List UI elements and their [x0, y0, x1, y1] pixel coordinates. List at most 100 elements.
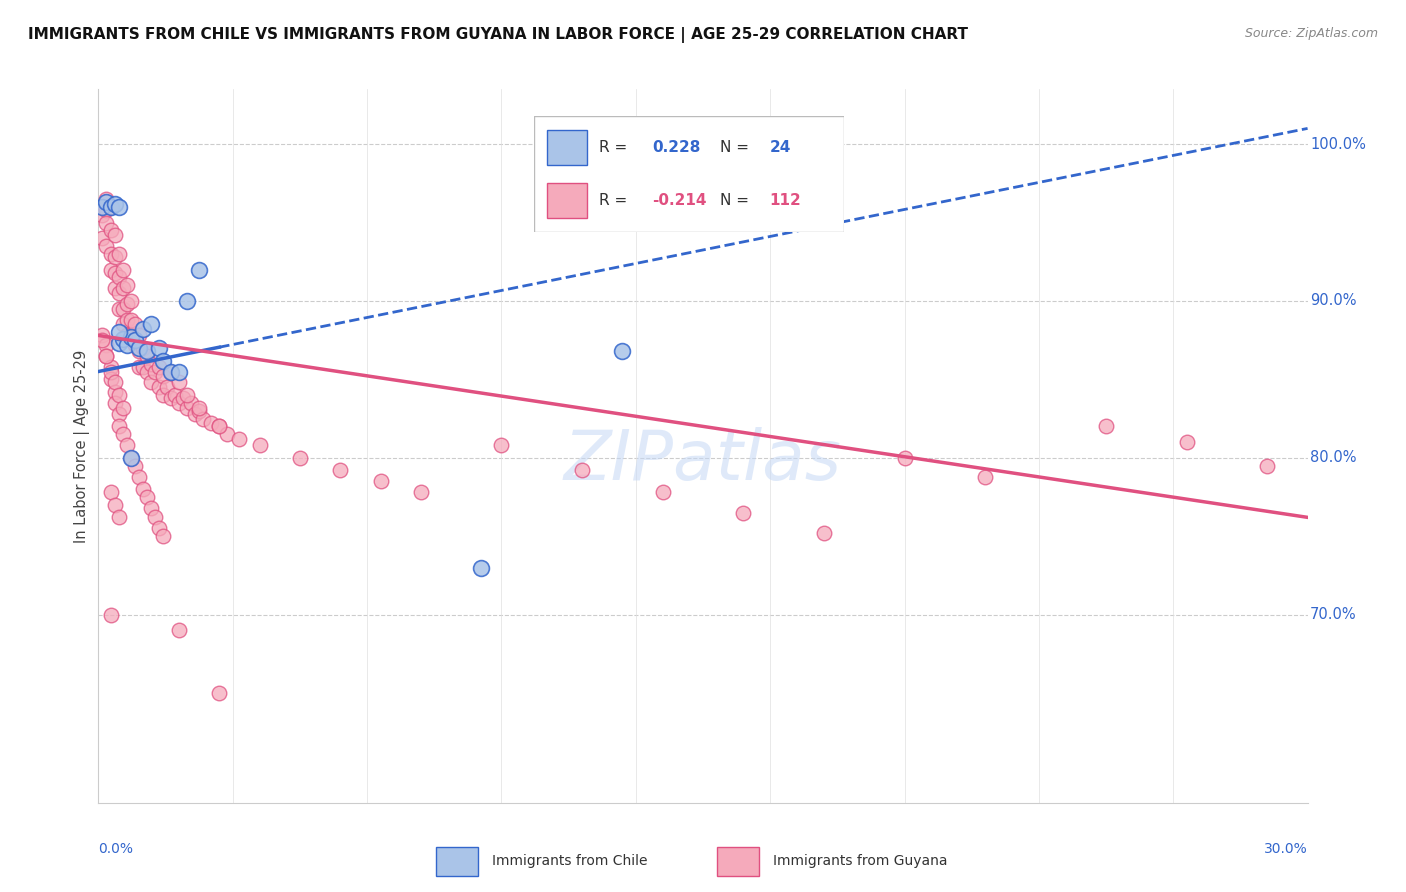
Point — [91, 333, 114, 347]
Point — [96, 338, 118, 352]
Point — [91, 200, 114, 214]
Point — [100, 372, 122, 386]
Point — [1175, 435, 1198, 450]
Point — [107, 419, 129, 434]
Point — [91, 208, 114, 222]
Point — [115, 312, 138, 326]
Point — [128, 328, 150, 343]
Point — [132, 482, 155, 496]
Point — [143, 364, 166, 378]
Point — [184, 407, 207, 421]
Point — [100, 364, 122, 378]
Point — [115, 278, 138, 293]
Text: R =: R = — [599, 140, 633, 155]
Point — [115, 338, 138, 352]
Text: N =: N = — [720, 193, 754, 208]
Point — [612, 344, 634, 359]
Point — [107, 336, 129, 351]
Point — [103, 250, 125, 264]
FancyBboxPatch shape — [547, 130, 586, 165]
Point — [491, 438, 513, 452]
Text: IMMIGRANTS FROM CHILE VS IMMIGRANTS FROM GUYANA IN LABOR FORCE | AGE 25-29 CORRE: IMMIGRANTS FROM CHILE VS IMMIGRANTS FROM… — [28, 27, 969, 43]
Point — [249, 438, 271, 452]
Point — [115, 297, 138, 311]
Point — [156, 380, 179, 394]
Point — [128, 341, 150, 355]
Point — [160, 364, 183, 378]
Text: 30.0%: 30.0% — [1264, 842, 1308, 856]
Point — [329, 463, 352, 477]
Point — [124, 458, 146, 473]
Point — [651, 485, 673, 500]
Point — [893, 450, 915, 465]
Point — [470, 560, 492, 574]
Y-axis label: In Labor Force | Age 25-29: In Labor Force | Age 25-29 — [75, 350, 90, 542]
Text: 0.0%: 0.0% — [98, 842, 134, 856]
Point — [111, 262, 134, 277]
Text: 112: 112 — [769, 193, 801, 208]
Text: 80.0%: 80.0% — [1310, 450, 1357, 466]
Point — [143, 510, 166, 524]
Point — [128, 359, 150, 374]
Point — [103, 376, 125, 390]
Point — [974, 469, 997, 483]
Point — [124, 318, 146, 332]
FancyBboxPatch shape — [717, 847, 759, 876]
Point — [107, 407, 129, 421]
Point — [128, 344, 150, 359]
Point — [107, 388, 129, 402]
Point — [176, 401, 198, 415]
Point — [103, 498, 125, 512]
Point — [135, 490, 157, 504]
Point — [103, 281, 125, 295]
Point — [124, 333, 146, 347]
Point — [152, 388, 174, 402]
Point — [132, 341, 155, 355]
Point — [148, 521, 170, 535]
Point — [120, 312, 142, 326]
Point — [111, 401, 134, 415]
Point — [91, 200, 114, 214]
Point — [120, 450, 142, 465]
Point — [148, 359, 170, 374]
Point — [193, 411, 215, 425]
Point — [103, 396, 125, 410]
Point — [103, 196, 125, 211]
Point — [200, 417, 222, 431]
Point — [409, 485, 432, 500]
Point — [124, 338, 146, 352]
Point — [167, 396, 190, 410]
Point — [813, 526, 835, 541]
Point — [96, 349, 118, 363]
Point — [152, 529, 174, 543]
Point — [100, 485, 122, 500]
Point — [107, 286, 129, 301]
Point — [135, 349, 157, 363]
Point — [103, 266, 125, 280]
Point — [217, 427, 239, 442]
Point — [100, 200, 122, 214]
Point — [152, 353, 174, 368]
Point — [135, 364, 157, 378]
Text: Immigrants from Chile: Immigrants from Chile — [492, 854, 648, 868]
Point — [160, 364, 183, 378]
Point — [107, 301, 129, 316]
Point — [733, 506, 755, 520]
Point — [148, 341, 170, 355]
Point — [115, 328, 138, 343]
Point — [128, 469, 150, 483]
Point — [208, 419, 231, 434]
Point — [1095, 419, 1118, 434]
Point — [163, 388, 186, 402]
Point — [176, 293, 198, 308]
Point — [100, 262, 122, 277]
Point — [180, 396, 202, 410]
Point — [1256, 458, 1278, 473]
Point — [107, 200, 129, 214]
Point — [120, 330, 142, 344]
Point — [228, 432, 250, 446]
Text: 90.0%: 90.0% — [1310, 293, 1357, 309]
Text: Source: ZipAtlas.com: Source: ZipAtlas.com — [1244, 27, 1378, 40]
Point — [115, 438, 138, 452]
Point — [132, 322, 155, 336]
